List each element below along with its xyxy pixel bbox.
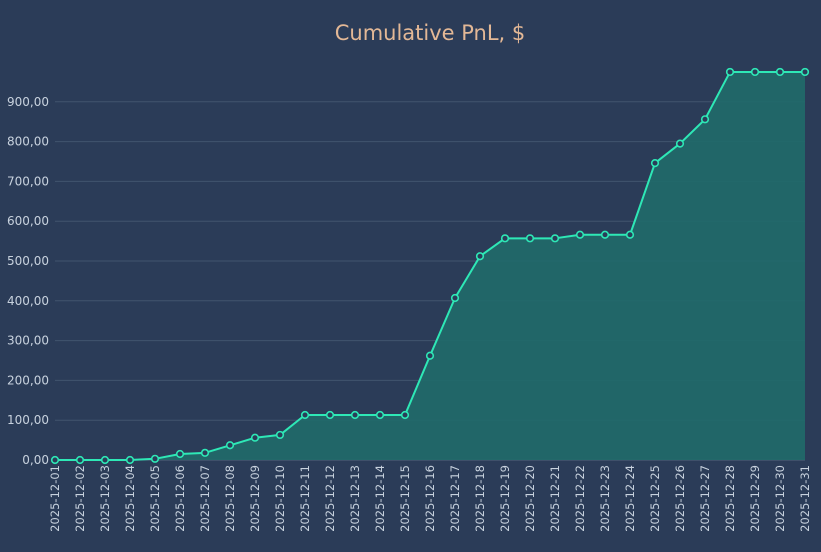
x-tick-label: 2025-12-08 <box>223 465 237 532</box>
x-tick-label: 2025-12-10 <box>273 465 287 532</box>
x-tick-label: 2025-12-03 <box>98 465 112 532</box>
data-point[interactable] <box>650 158 660 168</box>
x-tick-label: 2025-12-20 <box>523 465 537 532</box>
series-area-fill <box>55 71 805 460</box>
x-tick-label: 2025-12-02 <box>73 465 87 532</box>
data-point[interactable] <box>450 293 460 303</box>
x-tick-label: 2025-12-13 <box>348 465 362 532</box>
x-tick-label: 2025-12-19 <box>498 465 512 532</box>
y-tick-label: 400,00 <box>7 294 49 308</box>
data-point[interactable] <box>375 410 385 420</box>
y-tick-label: 700,00 <box>7 174 49 188</box>
y-tick-label: 200,00 <box>7 373 49 387</box>
x-tick-label: 2025-12-18 <box>473 465 487 532</box>
data-point[interactable] <box>675 139 685 148</box>
data-point[interactable] <box>200 448 210 457</box>
x-tick-label: 2025-12-14 <box>373 465 387 532</box>
x-tick-label: 2025-12-09 <box>248 465 262 532</box>
x-tick-label: 2025-12-24 <box>623 465 637 532</box>
data-point[interactable] <box>325 410 335 420</box>
x-tick-label: 2025-12-11 <box>298 465 312 532</box>
data-point[interactable] <box>425 351 435 360</box>
data-point[interactable] <box>500 234 510 243</box>
data-point[interactable] <box>275 430 285 440</box>
y-tick-label: 300,00 <box>7 334 49 348</box>
chart-title: Cumulative PnL, $ <box>335 21 526 45</box>
data-point[interactable] <box>725 67 735 77</box>
y-tick-label: 900,00 <box>7 95 49 109</box>
data-point[interactable] <box>575 230 585 239</box>
y-tick-label: 600,00 <box>7 214 49 228</box>
x-tick-label: 2025-12-05 <box>148 465 162 532</box>
data-point[interactable] <box>550 234 560 243</box>
data-point[interactable] <box>475 252 485 261</box>
x-tick-label: 2025-12-27 <box>698 465 712 532</box>
data-point[interactable] <box>625 230 635 239</box>
data-point[interactable] <box>125 455 135 465</box>
data-point[interactable] <box>750 67 760 77</box>
x-tick-label: 2025-12-30 <box>773 465 787 532</box>
y-tick-label: 800,00 <box>7 135 49 149</box>
x-tick-label: 2025-12-06 <box>173 465 187 532</box>
y-tick-label: 0,00 <box>22 453 49 467</box>
x-tick-label: 2025-12-16 <box>423 465 437 532</box>
data-point[interactable] <box>100 455 110 465</box>
data-point[interactable] <box>300 410 310 420</box>
data-point[interactable] <box>700 115 710 124</box>
data-point[interactable] <box>50 455 60 465</box>
data-point[interactable] <box>350 410 360 420</box>
data-point[interactable] <box>525 234 535 243</box>
x-tick-label: 2025-12-07 <box>198 465 212 532</box>
x-tick-label: 2025-12-28 <box>723 465 737 532</box>
x-tick-label: 2025-12-23 <box>598 465 612 532</box>
x-tick-label: 2025-12-26 <box>673 465 687 532</box>
data-point[interactable] <box>800 67 810 77</box>
x-tick-label: 2025-12-04 <box>123 465 137 532</box>
x-tick-label: 2025-12-12 <box>323 465 337 532</box>
data-point[interactable] <box>600 230 610 239</box>
y-axis-ticks: 0,00 100,00 200,00 300,00 400,00 500,00 600,00… <box>7 95 49 467</box>
data-point[interactable] <box>250 433 260 442</box>
x-tick-label: 2025-12-22 <box>573 465 587 532</box>
x-tick-label: 2025-12-17 <box>448 465 462 532</box>
data-point[interactable] <box>175 449 185 459</box>
data-point[interactable] <box>75 455 85 465</box>
x-tick-label: 2025-12-01 <box>48 465 62 532</box>
point-layer <box>50 67 810 465</box>
x-axis-ticks: 2025-12-01 2025-12-02 2025-12-03 2025-12-04… <box>48 465 812 532</box>
x-tick-label: 2025-12-31 <box>798 465 812 532</box>
x-tick-label: 2025-12-29 <box>748 465 762 532</box>
x-tick-label: 2025-12-15 <box>398 465 412 532</box>
y-tick-label: 100,00 <box>7 413 49 427</box>
data-point[interactable] <box>150 454 160 463</box>
x-tick-label: 2025-12-25 <box>648 465 662 532</box>
y-tick-label: 500,00 <box>7 254 49 268</box>
data-point[interactable] <box>400 410 410 420</box>
data-point[interactable] <box>225 441 235 450</box>
x-tick-label: 2025-12-21 <box>548 465 562 532</box>
grid-layer <box>55 101 805 461</box>
data-point[interactable] <box>775 67 785 77</box>
area-layer <box>55 71 805 460</box>
